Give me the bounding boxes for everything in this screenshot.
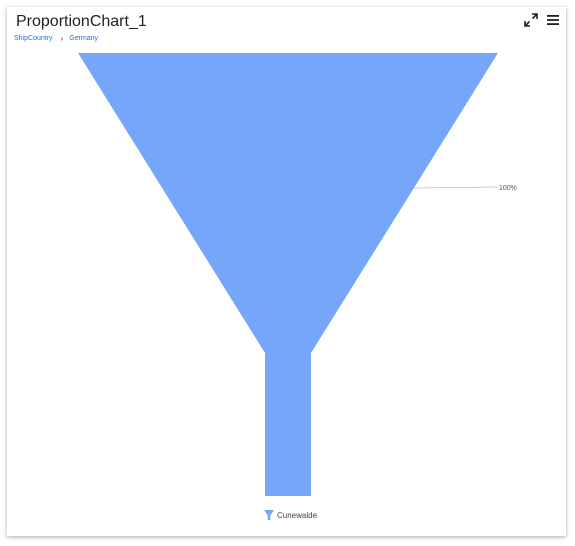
chart-title: ProportionChart_1 [16,13,147,30]
toolbar [524,13,560,27]
breadcrumb-shipcountry[interactable]: ShipCountry [14,35,53,42]
breadcrumb-germany[interactable]: Germany [69,35,98,42]
funnel-chart: 100% [78,53,517,496]
funnel-legend-icon [264,510,274,520]
legend[interactable]: Cunewalde [264,510,317,520]
menu-icon[interactable] [546,13,560,27]
legend-label: Cunewalde [277,510,318,520]
breadcrumb: ShipCountry › Germany [14,34,98,43]
data-label: 100% [499,185,517,192]
chevron-right-icon: › [60,34,64,43]
expand-icon[interactable] [524,13,538,27]
chart-card: ProportionChart_1 ShipCountry › Germany … [7,7,566,536]
funnel-segment-cunewalde[interactable] [78,53,498,496]
data-label-connector [413,186,499,189]
